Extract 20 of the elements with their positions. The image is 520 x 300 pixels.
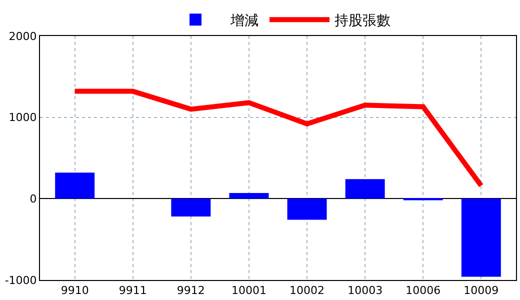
legend-label: 持股張數 [334,13,390,30]
bar [55,172,95,199]
x-tick-label: 9911 [118,284,147,298]
bar [287,198,327,220]
bar [345,179,385,199]
y-tick-label: 2000 [8,30,37,43]
x-tick-label: 10009 [464,284,499,298]
legend-label: 增減 [230,13,258,30]
x-tick-label: 9912 [176,284,205,298]
x-tick-label: 10006 [406,284,441,298]
bar [171,198,211,217]
bar [461,198,501,277]
y-tick-label: 0 [30,192,37,206]
x-tick-label: 9910 [60,284,89,298]
y-tick-label: -1000 [4,274,37,287]
bar [229,192,269,199]
x-tick-label: 10003 [348,284,383,298]
x-tick-label: 10001 [231,284,266,298]
y-tick-label: 1000 [8,111,37,124]
x-tick-label: 10002 [290,284,325,298]
